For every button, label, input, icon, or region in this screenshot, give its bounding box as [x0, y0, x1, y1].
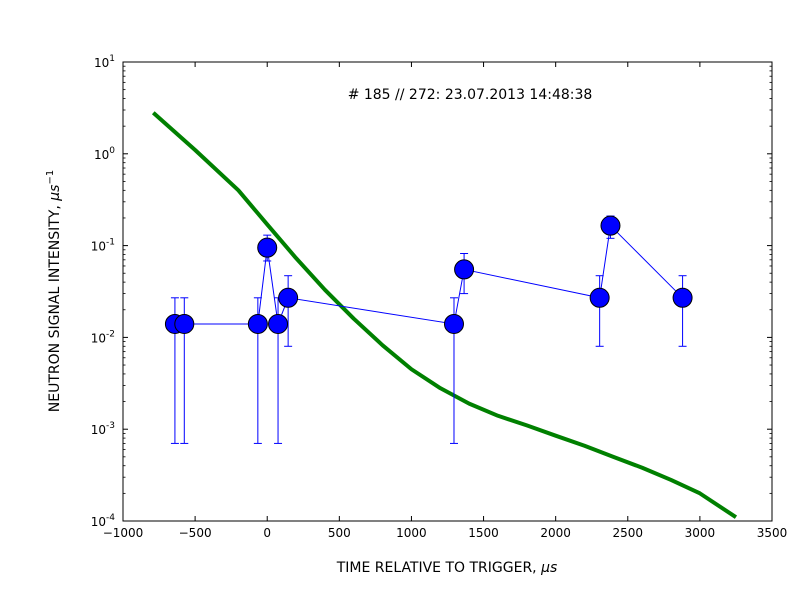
y-tick-label: 10-2	[91, 329, 115, 345]
data-point	[443, 313, 464, 334]
data-point	[600, 215, 621, 236]
chart-title: # 185 // 272: 23.07.2013 14:48:38	[348, 87, 593, 103]
x-tick-label: 1500	[468, 526, 499, 540]
x-tick-label: 1000	[396, 526, 427, 540]
y-tick-label: 101	[94, 54, 115, 70]
points-layer	[164, 215, 693, 334]
x-tick-label: 2000	[540, 526, 571, 540]
fit-curve-line	[151, 111, 738, 519]
data-point	[672, 287, 693, 308]
y-axis-unit-exponent: −1	[45, 170, 56, 185]
x-tick-label: 3500	[757, 526, 788, 540]
data-point	[589, 287, 610, 308]
y-axis-label-text: NEUTRON SIGNAL INTENSITY,	[47, 201, 63, 412]
y-tick-label: 10-1	[91, 238, 115, 254]
y-tick-label: 100	[94, 146, 115, 162]
x-axis-label: TIME RELATIVE TO TRIGGER, μs	[336, 560, 558, 576]
data-point	[257, 237, 278, 258]
error-bars-layer	[170, 215, 687, 444]
y-axis-unit: μs	[47, 185, 63, 202]
y-axis-label: NEUTRON SIGNAL INTENSITY, μs−1	[45, 170, 63, 412]
data-series-line	[174, 224, 683, 326]
x-tick-label: 0	[263, 526, 271, 540]
data-point	[174, 313, 195, 334]
plot-area-frame	[122, 61, 773, 522]
ticks-layer: −1000 −500 0 500 1000 1500 2000 2500 3000 3500 101…	[91, 54, 788, 540]
x-tick-label: −1000	[103, 526, 144, 540]
x-axis-label-text: TIME RELATIVE TO TRIGGER,	[336, 560, 541, 576]
x-tick-label: 500	[328, 526, 351, 540]
y-tick-label: 10-3	[91, 421, 115, 437]
y-tick-label: 10-4	[91, 513, 116, 529]
data-point	[278, 287, 299, 308]
data-point	[268, 313, 289, 334]
x-tick-label: −500	[179, 526, 212, 540]
data-point	[247, 313, 268, 334]
curve-layer	[151, 111, 738, 519]
x-tick-label: 2500	[613, 526, 644, 540]
x-tick-label: 3000	[685, 526, 716, 540]
x-axis-unit: μs	[540, 560, 557, 576]
data-point	[454, 259, 475, 280]
